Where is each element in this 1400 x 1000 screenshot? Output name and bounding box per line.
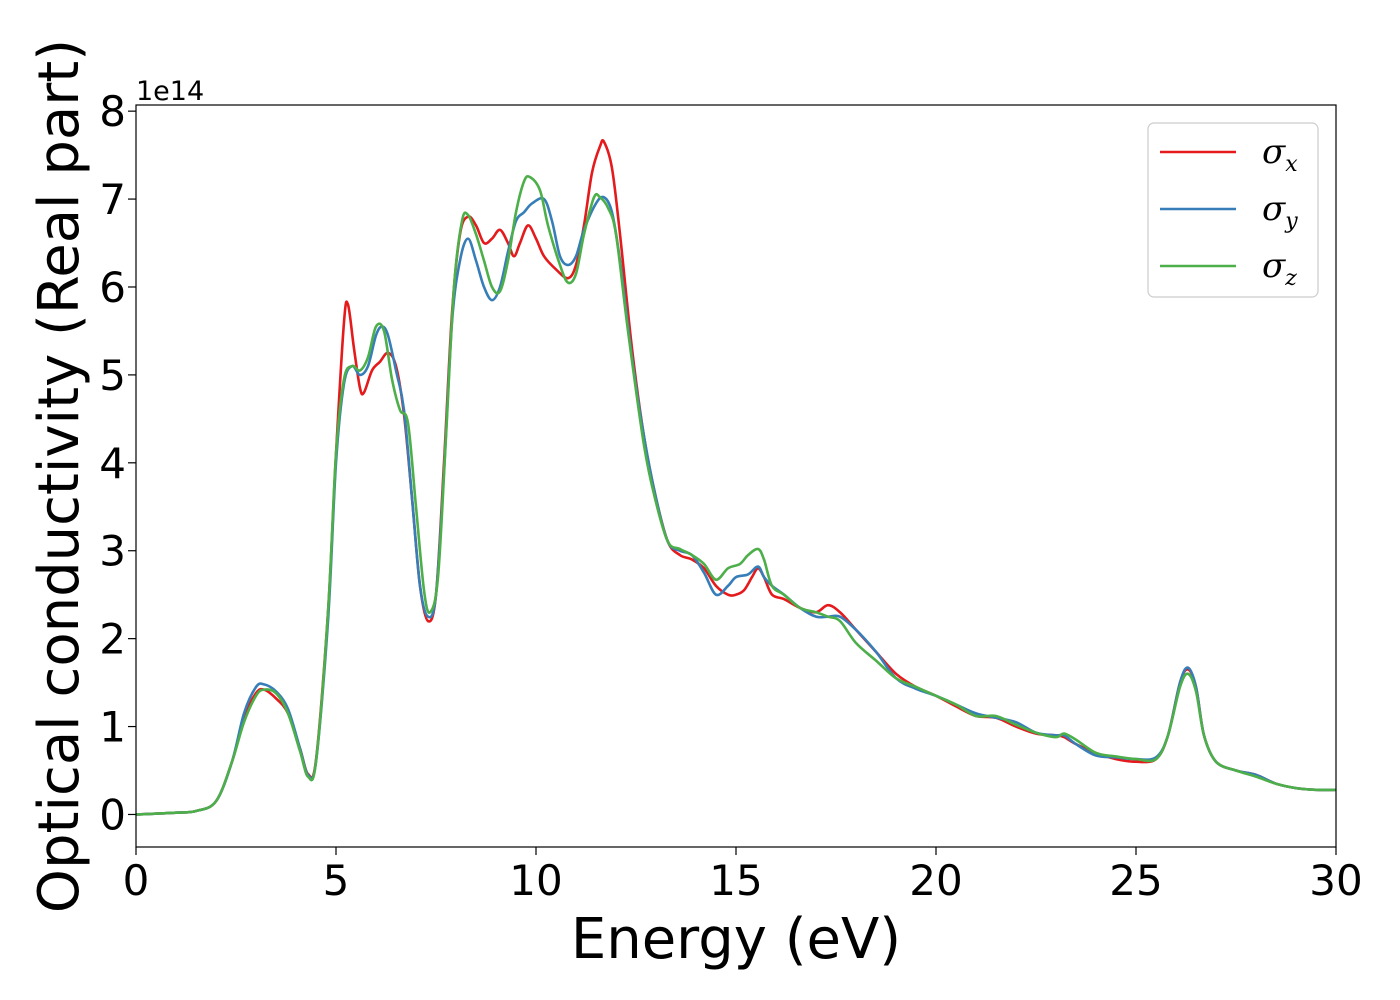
y-tick-label: 1 <box>99 703 126 752</box>
x-tick-label: 15 <box>709 856 762 905</box>
legend-label-sigma-z: σz <box>1262 246 1297 291</box>
x-tick-label: 20 <box>909 856 962 905</box>
legend-label-sigma-x: σx <box>1262 132 1298 177</box>
y-axis-ticks: 0 1 2 3 4 5 6 7 8 <box>99 87 136 839</box>
x-tick-label: 30 <box>1309 856 1362 905</box>
x-tick-label: 0 <box>123 856 150 905</box>
x-axis-label: Energy (eV) <box>571 907 901 972</box>
y-tick-label: 8 <box>99 87 126 136</box>
y-tick-label: 2 <box>99 615 126 664</box>
y-tick-label: 5 <box>99 351 126 400</box>
y-axis-label: Optical conductivity (Real part) <box>27 39 92 913</box>
series-layer <box>135 139 1337 816</box>
y-tick-label: 4 <box>99 439 126 488</box>
y-tick-label: 6 <box>99 263 126 312</box>
y-tick-label: 0 <box>99 790 126 839</box>
series-line-sigma-z <box>135 174 1337 816</box>
y-tick-label: 7 <box>99 175 126 224</box>
y-axis-offset-label: 1e14 <box>136 76 204 107</box>
x-tick-label: 10 <box>509 856 562 905</box>
x-tick-label: 25 <box>1109 856 1162 905</box>
y-tick-label: 3 <box>99 527 126 576</box>
x-axis-ticks: 0 5 10 15 20 25 30 <box>123 847 1363 905</box>
series-line-sigma-x <box>135 139 1337 816</box>
x-tick-label: 5 <box>323 856 350 905</box>
legend-label-sigma-y: σy <box>1262 189 1298 234</box>
legend: σx σy σz <box>1147 122 1319 298</box>
